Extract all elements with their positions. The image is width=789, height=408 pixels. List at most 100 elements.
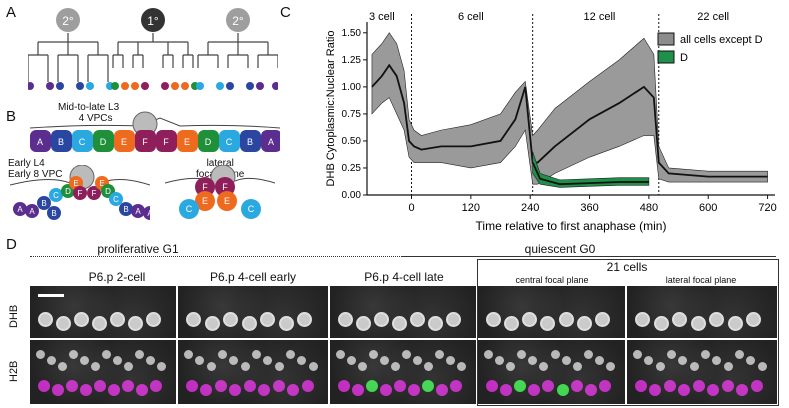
nucleus bbox=[102, 350, 111, 359]
nucleus bbox=[338, 312, 353, 327]
h2b-micrograph bbox=[30, 340, 176, 404]
node-label: 1° bbox=[147, 14, 159, 28]
vpc-cell-label: F bbox=[163, 137, 169, 147]
y-tick-label: 1.25 bbox=[342, 55, 362, 66]
nucleus bbox=[594, 356, 604, 365]
vpc-cell bbox=[198, 130, 219, 152]
nucleus bbox=[746, 312, 762, 327]
nucleus bbox=[204, 316, 220, 331]
nucleus bbox=[495, 356, 505, 365]
nucleus bbox=[108, 384, 120, 396]
nucleus bbox=[598, 380, 611, 392]
nucleus bbox=[200, 384, 213, 396]
vpc-cell-label: D bbox=[65, 187, 71, 196]
nucleus bbox=[689, 362, 699, 371]
nucleus bbox=[263, 356, 273, 365]
phase-divider-solid bbox=[402, 256, 776, 257]
nucleus bbox=[517, 350, 527, 359]
nucleus bbox=[272, 380, 285, 392]
vpc-cell-label: A bbox=[37, 137, 43, 147]
panel-label-a: A bbox=[6, 4, 17, 21]
nucleus bbox=[570, 380, 583, 392]
nucleus bbox=[229, 384, 242, 396]
nucleus bbox=[135, 350, 144, 359]
caption-line: Mid-to-late L3 bbox=[58, 102, 120, 113]
nucleus bbox=[336, 350, 345, 359]
nucleus bbox=[736, 384, 749, 396]
nucleus bbox=[408, 384, 420, 396]
vpc-cell-label: F bbox=[92, 189, 97, 198]
lateral-diagram: F FE EC C bbox=[165, 165, 275, 219]
y-tick-label: 1.50 bbox=[342, 28, 362, 39]
y-tick-label: 0.75 bbox=[342, 109, 362, 120]
nucleus bbox=[352, 384, 364, 396]
nucleus bbox=[446, 356, 455, 365]
col-title: central focal plane bbox=[515, 275, 589, 285]
nucleus bbox=[486, 380, 498, 392]
nucleus bbox=[358, 362, 367, 371]
caption-mid-l3: Mid-to-late L3 4 VPCs bbox=[58, 102, 119, 124]
h2b-micrograph bbox=[478, 340, 625, 404]
nucleus bbox=[653, 316, 669, 331]
nucleus bbox=[286, 350, 295, 359]
nucleus bbox=[258, 384, 271, 396]
x-axis-title: Time relative to first anaphase (min) bbox=[476, 219, 667, 233]
nucleus bbox=[701, 350, 710, 359]
col-title: P6.p 2-cell bbox=[88, 270, 146, 284]
nucleus bbox=[240, 362, 250, 371]
nucleus bbox=[436, 384, 448, 396]
lineage-leaf bbox=[171, 82, 179, 90]
vpc-cell bbox=[240, 130, 261, 152]
vpc-cell bbox=[195, 177, 215, 197]
vpc-cell-label: C bbox=[248, 204, 255, 214]
nucleus bbox=[712, 356, 722, 365]
vpc-cell bbox=[119, 202, 133, 216]
vpc-cell bbox=[49, 188, 63, 202]
nucleus bbox=[672, 312, 688, 327]
vpc-cell-label: A bbox=[17, 205, 23, 214]
nucleus bbox=[110, 312, 125, 327]
nucleus bbox=[410, 312, 425, 327]
lineage-leaf bbox=[131, 82, 139, 90]
node-label: 2° bbox=[62, 14, 74, 28]
nucleus bbox=[539, 362, 549, 371]
legend-swatch bbox=[657, 50, 675, 64]
nucleus bbox=[241, 316, 257, 331]
nucleus bbox=[484, 350, 493, 359]
x-tick-label: 720 bbox=[758, 202, 776, 214]
nucleus bbox=[644, 356, 654, 365]
nucleus bbox=[58, 362, 67, 371]
nucleus bbox=[435, 350, 444, 359]
h2b-micrograph bbox=[330, 340, 476, 404]
nucleus bbox=[157, 362, 166, 371]
y-axis-title: DHB Cytoplasmic:Nuclear Ratio bbox=[325, 31, 337, 187]
nucleus bbox=[528, 384, 541, 396]
node-2-left bbox=[56, 8, 80, 32]
phase-divider-dotted bbox=[30, 256, 402, 257]
lineage-leaf bbox=[141, 82, 149, 90]
vpc-cell-label: D bbox=[105, 187, 111, 196]
nucleus bbox=[649, 384, 662, 396]
nucleus bbox=[394, 380, 406, 392]
nucleus bbox=[690, 316, 706, 331]
nucleus bbox=[347, 356, 356, 365]
nucleus bbox=[561, 356, 571, 365]
vpc-cell-label: A bbox=[147, 209, 150, 218]
early-l4-diagram: AABBCDEFFEDCBAA bbox=[10, 165, 150, 220]
nucleus bbox=[80, 356, 89, 365]
lineage-tree: 2° 1° 2° bbox=[28, 8, 278, 90]
nucleus bbox=[422, 380, 434, 392]
x-tick-label: 240 bbox=[521, 202, 539, 214]
lineage-leaf bbox=[76, 82, 84, 90]
vpc-cell bbox=[93, 130, 114, 152]
x-tick-label: 0 bbox=[408, 202, 414, 214]
nucleus bbox=[402, 350, 411, 359]
nucleus bbox=[136, 384, 148, 396]
nucleus bbox=[514, 380, 527, 392]
vpc-cell-label: E bbox=[121, 137, 127, 147]
nucleus bbox=[252, 350, 261, 359]
vpc-cell-label: A bbox=[29, 207, 35, 216]
row-label-h2b: H2B bbox=[8, 360, 20, 382]
vpc-cell-label: A bbox=[268, 137, 274, 147]
h2b-micrograph bbox=[627, 340, 777, 404]
